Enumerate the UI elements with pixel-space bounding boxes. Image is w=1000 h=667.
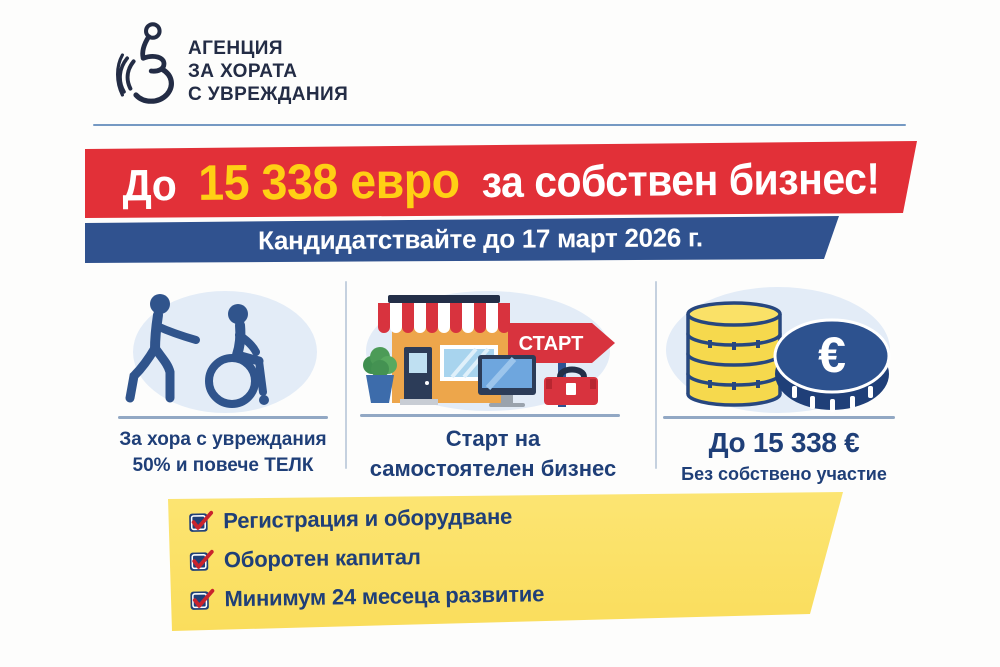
- checklist: Регистрация и оборудване Оборотен капита…: [188, 503, 544, 626]
- plant: [363, 347, 397, 403]
- euro-symbol: €: [818, 327, 846, 383]
- deadline-text: Кандидатствайте до 17 март 2026 г.: [257, 222, 704, 256]
- benefit-3-line-1: До 15 338 €: [708, 427, 860, 458]
- agency-logo-icon: [116, 22, 174, 104]
- logo-line-1: АГЕНЦИЯ: [188, 38, 283, 59]
- benefit-1-line-2: 50% и повече ТЕЛК: [132, 454, 314, 476]
- benefit-2-line-2: самостоятелен бизнес: [369, 455, 617, 481]
- benefit-3-line-2: Без собствено участие: [681, 463, 887, 484]
- checklist-item-label: Минимум 24 месеца развитие: [224, 581, 545, 612]
- euro-coins-icon: €: [666, 287, 891, 413]
- headline-suffix: за собствен бизнес!: [481, 153, 881, 207]
- agency-logo-text: АГЕНЦИЯ ЗА ХОРАТА С УВРЕЖДАНИЯ: [188, 37, 348, 106]
- checklist-panel: Регистрация и оборудване Оборотен капита…: [168, 492, 843, 631]
- headline-text: До 15 338 евро за собствен бизнес!: [123, 147, 881, 212]
- storefront-icon: СТАРТ: [363, 291, 615, 411]
- checklist-item: Регистрация и оборудване: [188, 503, 543, 535]
- start-sign-arrow: [508, 323, 615, 363]
- checked-checkbox-icon: [190, 588, 215, 610]
- person-pushing-wheelchair-icon: [125, 291, 317, 413]
- column-divider-left: [345, 281, 347, 469]
- ground-line-1: [118, 416, 328, 419]
- benefit-3-caption: До 15 338 € Без собствено участие: [668, 424, 900, 486]
- computer: [478, 355, 536, 407]
- checklist-item-label: Оборотен капитал: [223, 544, 421, 573]
- ground-line-2: [360, 414, 620, 417]
- headline-prefix: До: [122, 160, 177, 211]
- benefit-1-line-1: За хора с увреждания: [119, 429, 327, 450]
- coin-stack: [686, 301, 782, 407]
- toolbox: [544, 366, 598, 405]
- header-divider: [93, 124, 906, 126]
- awning: [378, 303, 510, 333]
- deadline-banner: Кандидатствайте до 17 март 2026 г.: [85, 216, 839, 263]
- benefit-2-line-1: Старт на: [445, 426, 541, 451]
- column-divider-right: [655, 281, 657, 469]
- ground-line-3: [663, 416, 895, 419]
- benefit-1-caption: За хора с увреждания 50% и повече ТЕЛК: [110, 427, 336, 478]
- headline-banner: До 15 338 евро за собствен бизнес!: [85, 141, 917, 218]
- start-sign-label: СТАРТ: [519, 333, 584, 355]
- euro-coin: €: [773, 318, 891, 412]
- benefit-2-caption: Старт на самостоятелен бизнес: [368, 424, 618, 483]
- headline-amount: 15 338 евро: [198, 151, 461, 211]
- checklist-item: Минимум 24 месеца развитие: [189, 581, 544, 613]
- checked-checkbox-icon: [189, 549, 214, 571]
- logo-line-3: С УВРЕЖДАНИЯ: [188, 84, 349, 105]
- logo-line-2: ЗА ХОРАТА: [188, 61, 298, 82]
- checked-checkbox-icon: [189, 510, 214, 532]
- checklist-item-label: Регистрация и оборудване: [223, 503, 513, 534]
- checklist-item: Оборотен капитал: [189, 542, 544, 574]
